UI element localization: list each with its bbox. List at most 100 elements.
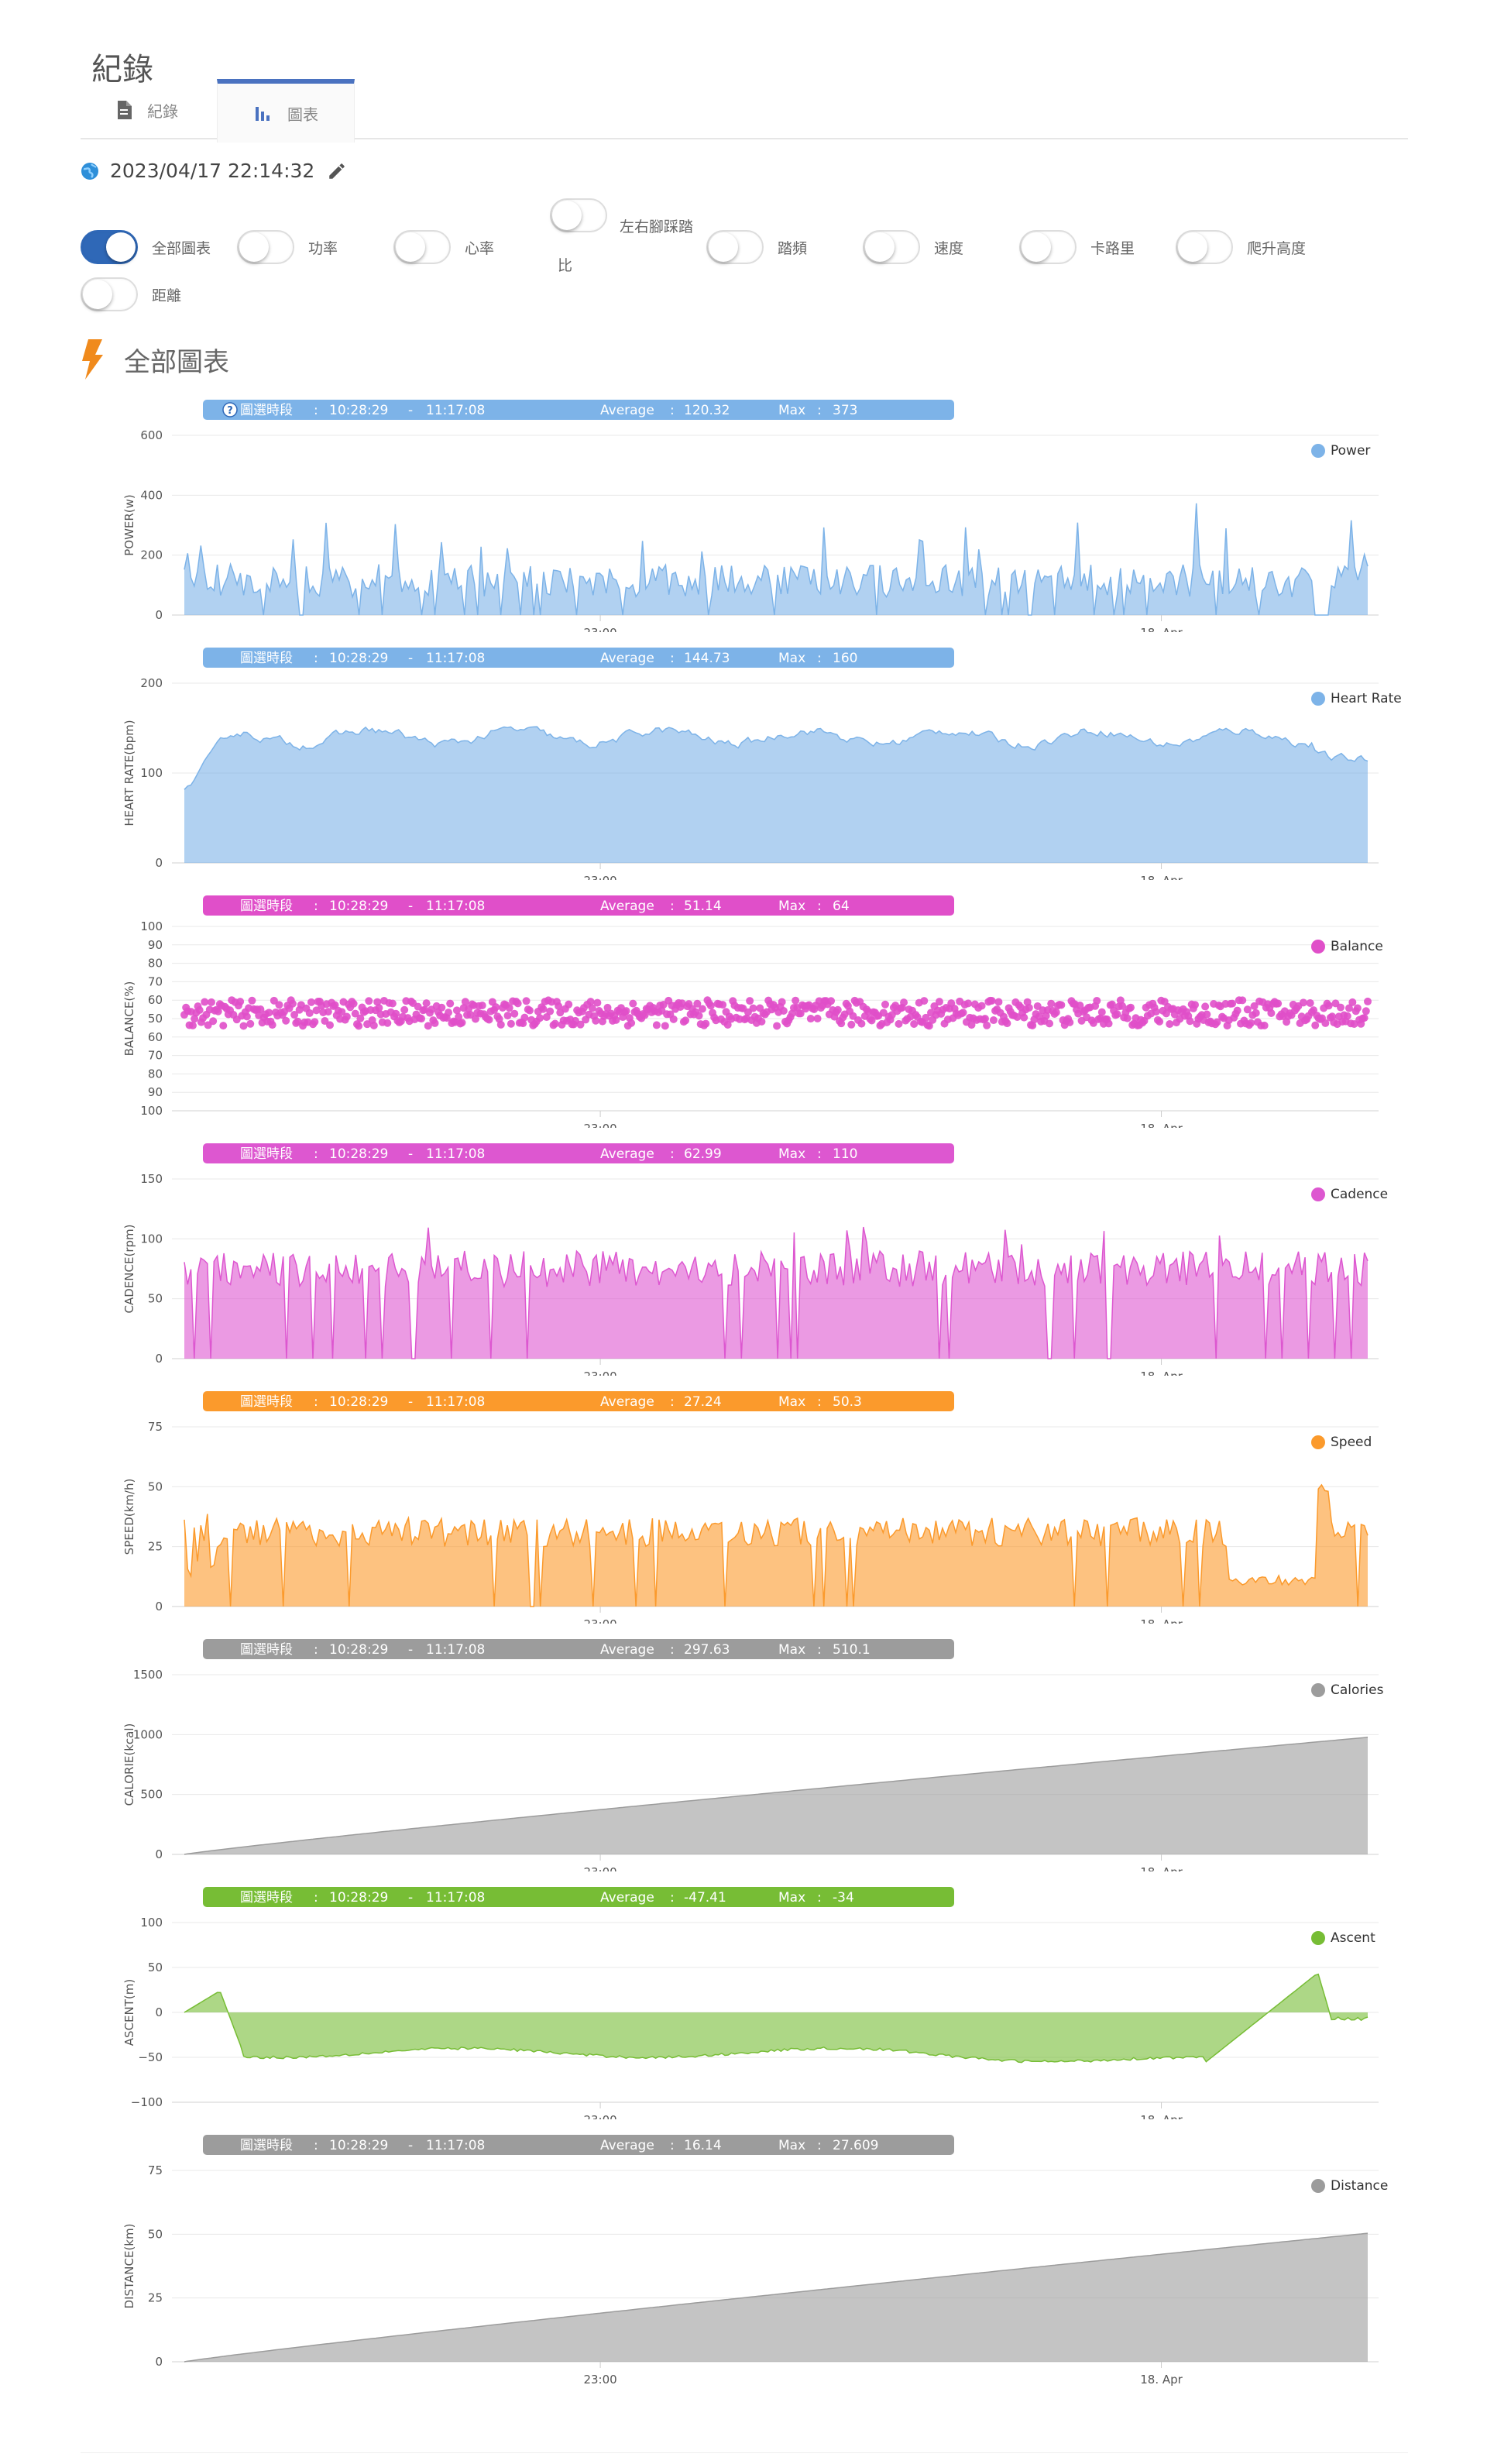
chart-svg: 0 25 50 75 DISTANCE(km) 23:00 18. Apr Distance 圖… [122, 2135, 1388, 2387]
toggle-switch[interactable] [81, 230, 138, 264]
max-label: Max [778, 1394, 805, 1410]
y-tick-label: −50 [138, 2050, 163, 2064]
series-power [184, 503, 1369, 616]
data-point [693, 999, 702, 1008]
max-label: Max [778, 403, 805, 418]
data-point [867, 1016, 876, 1025]
data-point [520, 1013, 529, 1022]
toggle-switch[interactable] [237, 230, 294, 264]
data-point [355, 1022, 363, 1030]
toggle-switch[interactable] [81, 277, 138, 311]
toggle-distance[interactable]: 距離 [81, 277, 181, 311]
toggle-switch[interactable] [1176, 230, 1233, 264]
separator: : [817, 1394, 822, 1410]
data-point [312, 1006, 321, 1015]
average-label: Average [600, 2138, 654, 2153]
toggle-all-charts[interactable]: 全部圖表 [81, 230, 211, 264]
data-point [288, 999, 297, 1008]
y-tick-label: −100 [131, 2095, 163, 2109]
toggle-speed[interactable]: 速度 [863, 230, 963, 264]
chart-svg: 0 100 200 HEART RATE(bpm) 23:00 18. Apr Heart … [122, 648, 1402, 880]
legend-label: Power [1331, 443, 1370, 459]
section-title: 全部圖表 [81, 339, 229, 380]
data-point [837, 1019, 846, 1028]
data-point [1123, 1014, 1132, 1022]
data-point [478, 1001, 486, 1009]
period-label: 圖選時段 [240, 2138, 293, 2153]
data-point [1076, 1002, 1084, 1010]
data-point [652, 1021, 661, 1029]
separator: : [817, 1642, 822, 1658]
data-point [980, 1015, 989, 1023]
data-point [847, 1020, 856, 1029]
banner-background [203, 648, 954, 668]
toggle-switch[interactable] [1019, 230, 1077, 264]
data-point [1029, 1021, 1037, 1029]
data-point [1343, 1012, 1351, 1020]
edit-icon[interactable] [327, 161, 347, 181]
period-start: 10:28:29 [329, 1642, 388, 1658]
toggle-heart-rate[interactable]: 心率 [393, 230, 494, 264]
max-value: 160 [833, 651, 857, 666]
period-start: 10:28:29 [329, 2138, 388, 2153]
y-tick-label: 1000 [133, 1727, 163, 1741]
data-point [1093, 996, 1101, 1005]
toggle-label: 全部圖表 [152, 239, 211, 257]
data-point [188, 1021, 197, 1029]
data-point [1162, 1009, 1170, 1018]
y-tick-label: 50 [148, 1292, 163, 1306]
tab-records[interactable]: 紀錄 [116, 84, 178, 136]
data-point [669, 1015, 678, 1023]
tab-charts[interactable]: 圖表 [217, 79, 355, 143]
data-point [757, 1017, 766, 1026]
y-tick-label: 600 [140, 428, 163, 442]
data-point [1324, 1002, 1333, 1010]
series-heart [184, 726, 1369, 863]
toggle-switch[interactable] [706, 230, 764, 264]
chart-svg: 0 200 400 600 POWER(w) 23:00 18. Apr Power? 圖選時段… [122, 400, 1379, 632]
y-axis-title: HEART RATE(bpm) [122, 720, 136, 826]
toggle-cadence[interactable]: 踏頻 [706, 230, 807, 264]
toggle-calories[interactable]: 卡路里 [1019, 230, 1135, 264]
data-point [627, 1019, 636, 1027]
data-point [1057, 1001, 1066, 1009]
toggle-switch[interactable] [393, 230, 451, 264]
legend-marker [1311, 1435, 1325, 1449]
series-line [184, 503, 1369, 616]
y-tick-label: 0 [155, 1352, 163, 1366]
document-icon [118, 101, 132, 119]
legend-label: Speed [1331, 1435, 1372, 1450]
data-point [1203, 1010, 1211, 1019]
data-point [388, 999, 397, 1008]
x-tick-label: 23:00 [583, 1122, 616, 1128]
legend-marker [1311, 692, 1325, 706]
legend: Balance [1311, 939, 1383, 954]
y-tick-label: 400 [140, 488, 163, 502]
period-end: 11:17:08 [426, 651, 485, 666]
y-tick-label: 50 [148, 1961, 163, 1974]
toggle-switch[interactable] [550, 198, 607, 232]
lightning-icon [82, 339, 103, 380]
series-line [184, 1226, 1369, 1359]
data-point [778, 998, 786, 1006]
period-end: 11:17:08 [426, 2138, 485, 2153]
y-tick-label: 80 [148, 1067, 163, 1081]
average-label: Average [600, 403, 654, 418]
data-point [342, 1012, 351, 1021]
data-point [698, 1005, 706, 1013]
data-point [806, 1015, 815, 1023]
footer-divider [81, 2452, 1408, 2453]
toggle-balance[interactable]: 左右腳踩踏比 [550, 198, 705, 274]
chart-svg: 0 500 1000 1500 CALORIE(kcal) 23:00 18. Apr Cal… [122, 1639, 1384, 1871]
max-value: 510.1 [833, 1642, 871, 1658]
toggle-switch[interactable] [863, 230, 920, 264]
data-point [209, 1017, 218, 1026]
y-tick-label: 90 [148, 1085, 163, 1099]
data-point [1364, 997, 1372, 1005]
data-point [1321, 1019, 1330, 1027]
toggle-ascent[interactable]: 爬升高度 [1176, 230, 1306, 264]
period-end: 11:17:08 [426, 403, 485, 418]
toggle-power[interactable]: 功率 [237, 230, 338, 264]
data-point [1337, 1003, 1345, 1012]
x-tick-label: 18. Apr [1140, 2113, 1183, 2119]
